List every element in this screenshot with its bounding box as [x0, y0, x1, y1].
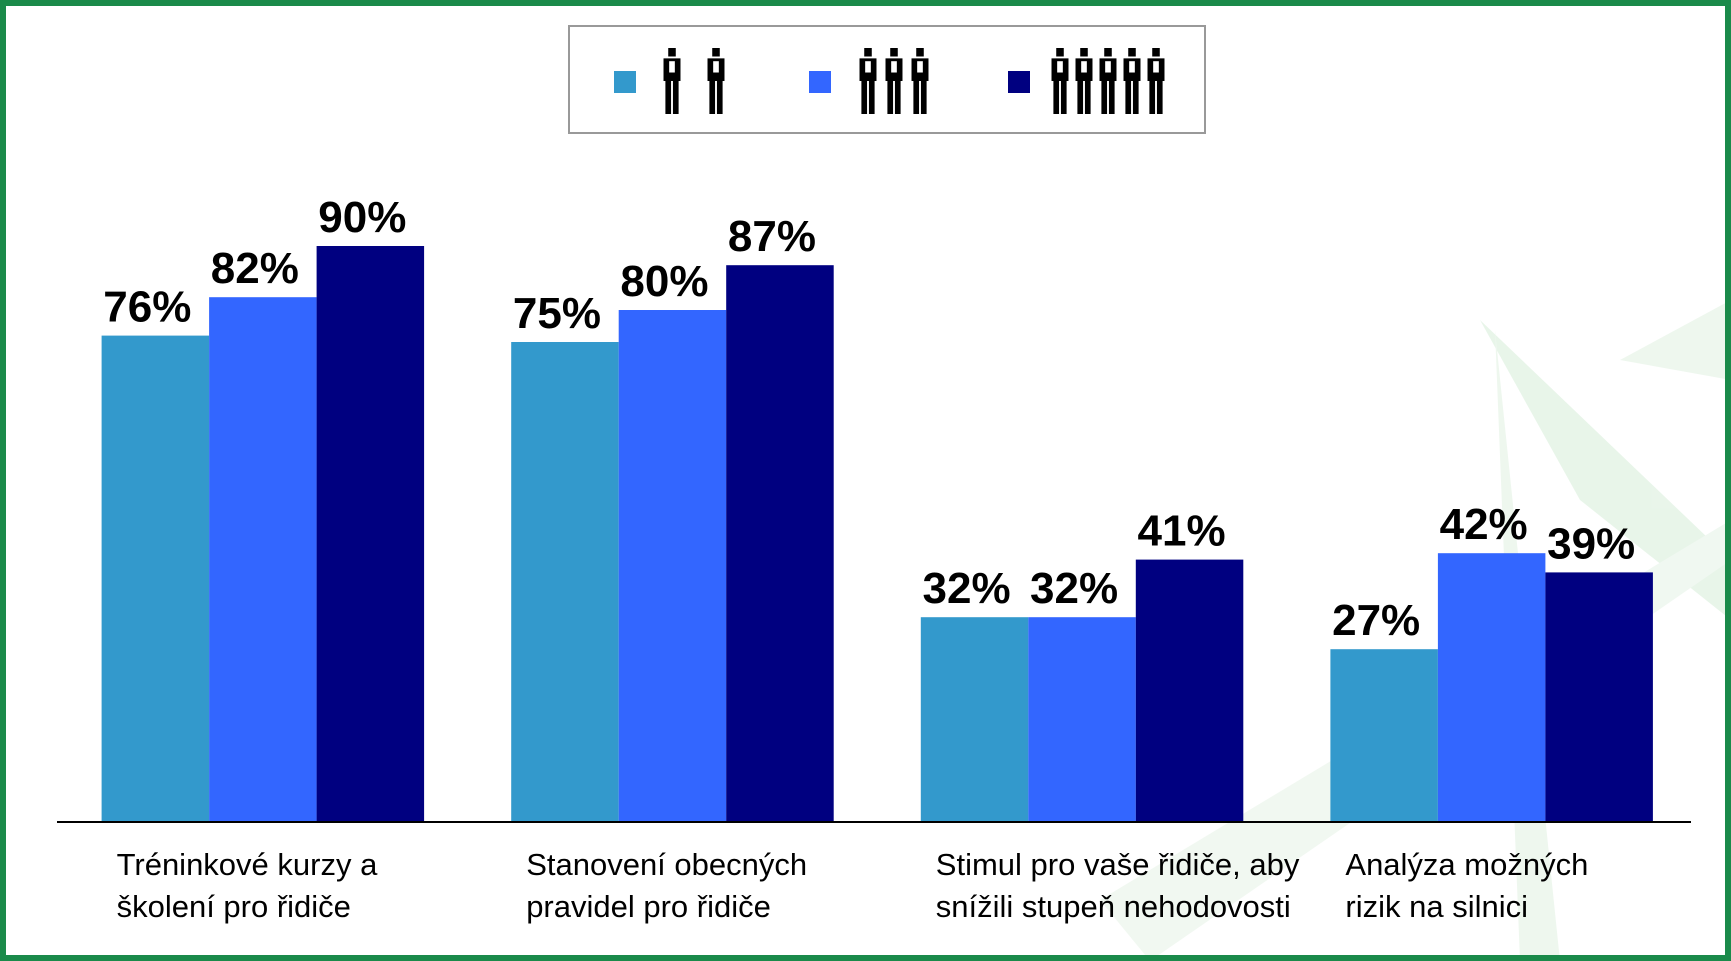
- bar: [1028, 617, 1136, 822]
- value-label: 75%: [513, 289, 601, 338]
- category-label: Stimul pro vaše řidiče, aby snížili stup…: [935, 847, 1300, 924]
- value-label: 42%: [1440, 500, 1528, 549]
- bar: [920, 617, 1029, 822]
- legend: [568, 25, 1206, 134]
- category-label: Stanovení obecných pravidel pro řidiče: [526, 847, 808, 924]
- bar: [618, 310, 727, 822]
- value-label: 82%: [211, 244, 299, 293]
- value-label: 39%: [1547, 519, 1635, 568]
- value-label: 32%: [1030, 564, 1118, 613]
- value-label: 41%: [1138, 507, 1226, 556]
- bar: [316, 246, 425, 822]
- value-label: 80%: [620, 257, 708, 306]
- value-label: 27%: [1332, 596, 1420, 645]
- category-label: Analýza možných rizik na silnici: [1345, 847, 1589, 924]
- bar: [209, 297, 317, 822]
- value-label: 90%: [318, 193, 406, 242]
- bar: [511, 342, 619, 822]
- bar: [1545, 572, 1653, 822]
- value-label: 76%: [103, 283, 191, 332]
- bar: [1135, 559, 1244, 822]
- bar: [1437, 553, 1546, 822]
- bar: [1330, 649, 1438, 822]
- bar: [101, 335, 210, 822]
- value-label: 87%: [728, 212, 816, 261]
- bar: [726, 265, 834, 822]
- value-label: 32%: [923, 564, 1011, 613]
- category-label: Tréninkové kurzy a školení pro řidiče: [116, 847, 378, 924]
